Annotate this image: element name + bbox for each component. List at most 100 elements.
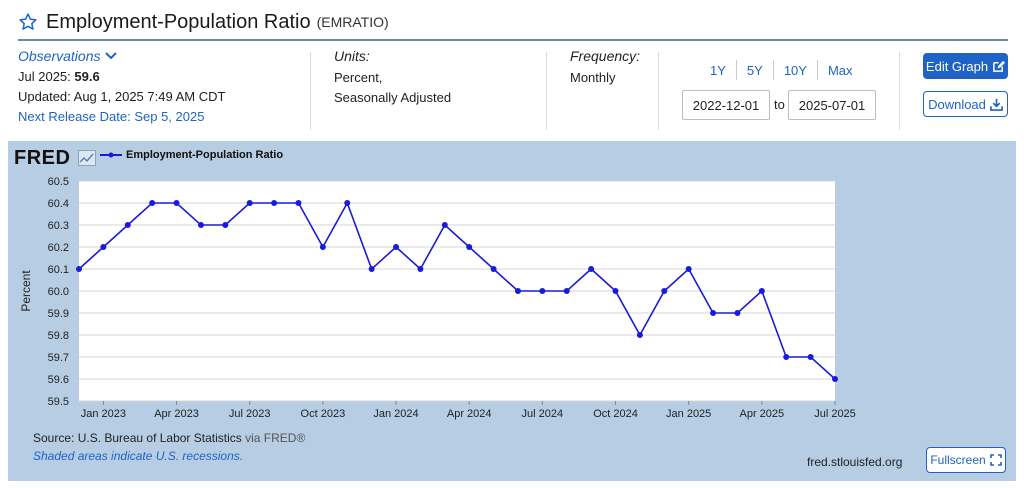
data-point xyxy=(246,200,253,206)
data-point xyxy=(539,288,546,294)
data-point xyxy=(490,266,497,272)
download-button[interactable]: Download xyxy=(923,91,1008,117)
range-10y[interactable]: 10Y xyxy=(783,62,807,78)
series-code: (EMRATIO) xyxy=(316,14,389,30)
x-tick-label: Jul 2025 xyxy=(814,408,856,420)
legend-line-icon xyxy=(100,152,122,158)
x-tick-label: Apr 2024 xyxy=(447,408,492,420)
data-point xyxy=(319,244,326,250)
units-line2: Seasonally Adjusted xyxy=(334,90,452,105)
latest-value: 59.6 xyxy=(74,69,100,84)
data-point xyxy=(295,200,302,206)
data-point xyxy=(417,266,424,272)
x-tick-label: Oct 2023 xyxy=(301,408,346,420)
data-point xyxy=(393,244,400,250)
observations-toggle[interactable]: Observations xyxy=(18,48,308,64)
star-icon[interactable] xyxy=(18,12,38,32)
data-point xyxy=(832,376,838,382)
divider xyxy=(899,52,900,130)
header-rule xyxy=(18,39,1008,41)
data-point xyxy=(710,310,717,316)
x-tick-label: Jul 2023 xyxy=(229,408,271,420)
data-point xyxy=(783,354,790,360)
fullscreen-label: Fullscreen xyxy=(930,453,986,467)
data-point xyxy=(807,354,814,360)
x-tick-label: Apr 2023 xyxy=(154,408,199,420)
data-point xyxy=(734,310,741,316)
chevron-down-icon xyxy=(105,52,118,60)
observations-label: Observations xyxy=(18,48,101,64)
data-point xyxy=(76,266,82,272)
range-separator xyxy=(735,60,737,80)
data-point xyxy=(514,288,521,294)
range-separator xyxy=(816,60,818,80)
latest-observation: Jul 2025: 59.6 xyxy=(18,69,308,84)
updated-text: Updated: Aug 1, 2025 7:49 AM CDT xyxy=(18,89,226,104)
divider xyxy=(310,52,311,130)
edit-icon xyxy=(993,60,1006,72)
edit-graph-button[interactable]: Edit Graph xyxy=(923,53,1008,79)
y-axis-label: Percent xyxy=(19,270,33,312)
source-text: Source: U.S. Bureau of Labor Statistics xyxy=(33,431,242,445)
y-tick-label: 60.3 xyxy=(48,220,69,232)
frequency-panel: Frequency: Monthly xyxy=(570,48,660,132)
site-url[interactable]: fred.stlouisfed.org xyxy=(807,455,903,469)
line-chart: 60.5 60.4 60.3 60.2 60.1 60.0 59.9 59.8 59.7 59.6… xyxy=(19,176,856,420)
recession-note: Shaded areas indicate U.S. recessions. xyxy=(33,449,244,463)
edit-graph-label: Edit Graph xyxy=(925,58,989,74)
range-selector: 1Y 5Y 10Y Max xyxy=(700,60,863,80)
x-tick-label: Oct 2024 xyxy=(593,408,638,420)
y-tick-label: 60.4 xyxy=(48,198,69,210)
data-point xyxy=(124,222,131,228)
end-date-input[interactable] xyxy=(788,90,876,120)
data-point xyxy=(661,288,668,294)
y-tick-label: 60.5 xyxy=(48,176,69,188)
data-point xyxy=(222,222,229,228)
units-label: Units: xyxy=(334,48,370,64)
x-tick-label: Jan 2023 xyxy=(81,408,126,420)
data-point xyxy=(173,200,180,206)
divider xyxy=(658,52,659,130)
chart-legend: Employment-Population Ratio xyxy=(100,149,283,161)
x-tick-label: Apr 2025 xyxy=(740,408,785,420)
y-tick-label: 59.9 xyxy=(48,308,69,320)
data-point xyxy=(563,288,570,294)
y-tick-label: 59.5 xyxy=(48,396,69,408)
latest-date: Jul 2025: xyxy=(18,69,71,84)
y-tick-label: 59.7 xyxy=(48,352,69,364)
x-tick-label: Jan 2025 xyxy=(666,408,711,420)
y-tick-label: 60.0 xyxy=(48,286,69,298)
data-point xyxy=(271,200,278,206)
range-1y[interactable]: 1Y xyxy=(710,62,726,78)
data-point xyxy=(149,200,156,206)
download-icon xyxy=(989,98,1003,111)
fullscreen-button[interactable]: Fullscreen xyxy=(926,447,1006,473)
observations-panel: Observations Jul 2025: 59.6 Updated: Aug… xyxy=(18,48,308,132)
range-max[interactable]: Max xyxy=(827,62,853,78)
start-date-input[interactable] xyxy=(682,90,770,120)
data-point xyxy=(612,288,619,294)
chart-icon xyxy=(78,150,96,166)
page-title: Employment-Population Ratio xyxy=(46,10,311,33)
divider xyxy=(546,52,547,130)
source-via: via FRED® xyxy=(245,431,306,445)
units-line1: Percent, xyxy=(334,70,383,85)
data-point xyxy=(344,200,351,206)
y-tick-label: 60.2 xyxy=(48,242,69,254)
source-note: Source: U.S. Bureau of Labor Statistics … xyxy=(33,431,305,445)
title-row: Employment-Population Ratio (EMRATIO) xyxy=(18,10,389,34)
fred-logo: FRED xyxy=(14,147,71,169)
series-line xyxy=(78,201,836,380)
data-point xyxy=(758,288,765,294)
y-tick-label: 59.6 xyxy=(48,374,69,386)
data-point xyxy=(100,244,107,250)
next-release-link[interactable]: Next Release Date: Sep 5, 2025 xyxy=(18,109,205,124)
data-point xyxy=(685,266,692,272)
data-point xyxy=(636,332,643,338)
data-point xyxy=(466,244,473,250)
data-point xyxy=(588,266,595,272)
x-tick-label: Jul 2024 xyxy=(522,408,564,420)
fullscreen-icon xyxy=(989,454,1002,466)
range-5y[interactable]: 5Y xyxy=(746,62,763,78)
y-tick-label: 60.1 xyxy=(48,264,69,276)
